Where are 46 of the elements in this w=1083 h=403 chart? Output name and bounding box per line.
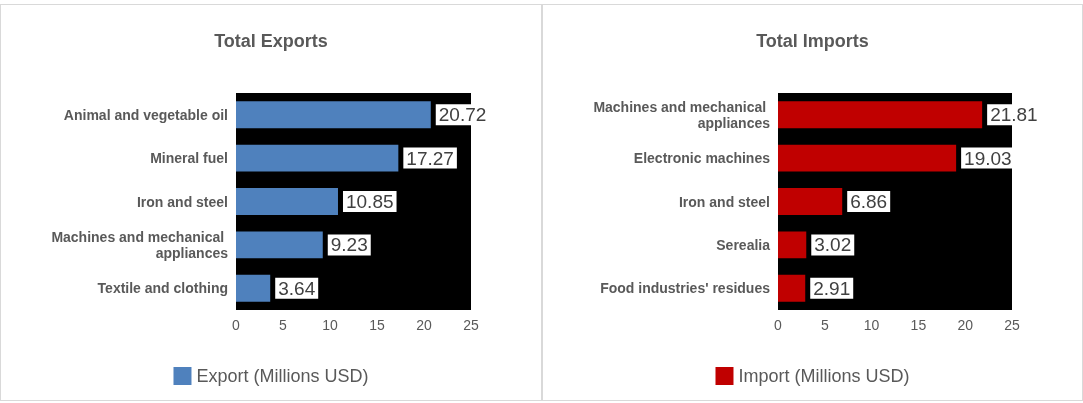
x-tick-label: 15 [910, 317, 927, 333]
legend-label: Import (Millions USD) [738, 366, 910, 386]
x-tick-label: 20 [957, 317, 974, 333]
y-tick-label: Textile and clothing [97, 280, 228, 297]
bar [778, 231, 807, 259]
y-tick-label: Machines and mechanical appliances [51, 228, 229, 261]
data-label: 21.81 [990, 104, 1038, 126]
bar [236, 101, 431, 129]
bar [778, 144, 957, 172]
bar [236, 231, 323, 259]
bar [236, 274, 271, 302]
bar [236, 188, 338, 215]
x-tick-label: 20 [416, 317, 432, 333]
y-tick-label: Animal and vegetable oil [63, 106, 228, 123]
y-tick-label: Iron and steel [136, 193, 228, 210]
bar [778, 188, 843, 215]
y-tick-label: Electronic machines [633, 150, 771, 167]
chart-title: Total Imports [756, 31, 869, 51]
x-tick-label: 15 [369, 317, 385, 333]
y-tick-label: Machines and mechanical appliances [593, 98, 771, 131]
bar [778, 101, 983, 129]
data-label: 3.02 [814, 234, 852, 256]
data-label: 17.27 [406, 147, 454, 169]
bar [236, 144, 399, 172]
x-tick-label: 10 [322, 317, 338, 333]
data-label: 9.23 [330, 234, 368, 256]
x-tick-label: 0 [232, 317, 241, 333]
x-tick-label: 0 [774, 317, 783, 333]
x-tick-label: 25 [463, 317, 479, 333]
data-label: 2.91 [813, 277, 851, 299]
data-label: 6.86 [850, 191, 888, 212]
data-label: 20.72 [438, 104, 487, 126]
legend-label: Export (Millions USD) [196, 366, 369, 386]
x-tick-label: 5 [279, 317, 288, 333]
data-label: 19.03 [964, 147, 1012, 169]
bar [778, 274, 806, 302]
data-label: 3.64 [278, 277, 316, 299]
x-tick-label: 10 [863, 317, 880, 333]
x-tick-label: 5 [820, 317, 829, 333]
y-tick-label: Food industries' residues [600, 280, 771, 297]
x-tick-label: 25 [1004, 317, 1020, 333]
y-tick-label: Mineral fuel [150, 150, 228, 167]
y-tick-label: Serealia [716, 236, 771, 253]
data-label: 10.85 [345, 191, 394, 212]
chart-title: Total Exports [214, 31, 328, 51]
y-tick-label: Iron and steel [678, 193, 770, 210]
